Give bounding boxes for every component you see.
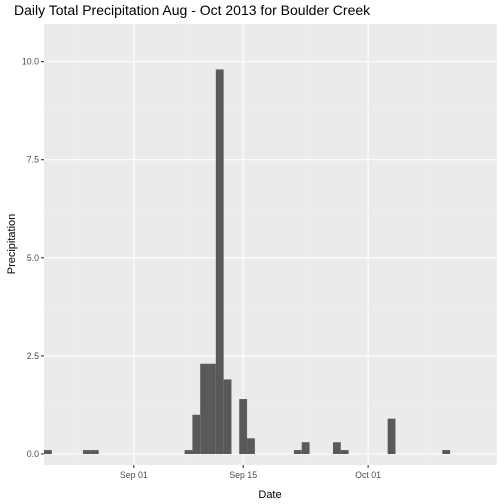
x-tick-label: Sep 01: [120, 470, 148, 480]
y-tick-label: 5.0: [27, 253, 39, 263]
precipitation-bar: [247, 438, 255, 454]
y-tick-label: 10.0: [22, 57, 39, 67]
precipitation-bar: [200, 363, 209, 454]
precipitation-bar: [184, 450, 193, 454]
precipitation-bar: [340, 450, 349, 454]
precipitation-bar: [90, 450, 99, 454]
precipitation-bar: [332, 442, 341, 454]
precipitation-bar: [293, 450, 302, 454]
x-tick-label: Oct 01: [355, 470, 381, 480]
x-axis: Sep 01 Sep 15 Oct 01: [120, 465, 381, 480]
minor-gridlines: [44, 24, 497, 465]
precipitation-bar: [83, 450, 91, 454]
precipitation-bar: [223, 379, 232, 454]
plot-panel: [44, 24, 497, 465]
y-tick-label: 0.0: [27, 449, 39, 459]
precipitation-bar: [387, 418, 396, 454]
x-axis-title: Date: [258, 489, 281, 501]
y-tick-label: 7.5: [27, 155, 39, 165]
precipitation-bar: [239, 399, 248, 454]
precipitation-bar: [442, 450, 451, 454]
y-axis-title: Precipitation: [6, 214, 18, 275]
precipitation-bar: [208, 363, 216, 454]
bars: [44, 69, 451, 454]
y-tick-label: 2.5: [27, 351, 39, 361]
x-tick-label: Sep 15: [229, 470, 257, 480]
y-axis: 0.0 2.5 5.0 7.5 10.0: [22, 57, 44, 459]
precipitation-bar: [215, 69, 224, 454]
precipitation-bar: [301, 442, 310, 454]
major-gridlines: [44, 24, 497, 465]
chart-title: Daily Total Precipitation Aug - Oct 2013…: [14, 2, 371, 18]
precipitation-bar: [44, 450, 52, 454]
precipitation-bar: [192, 414, 201, 454]
